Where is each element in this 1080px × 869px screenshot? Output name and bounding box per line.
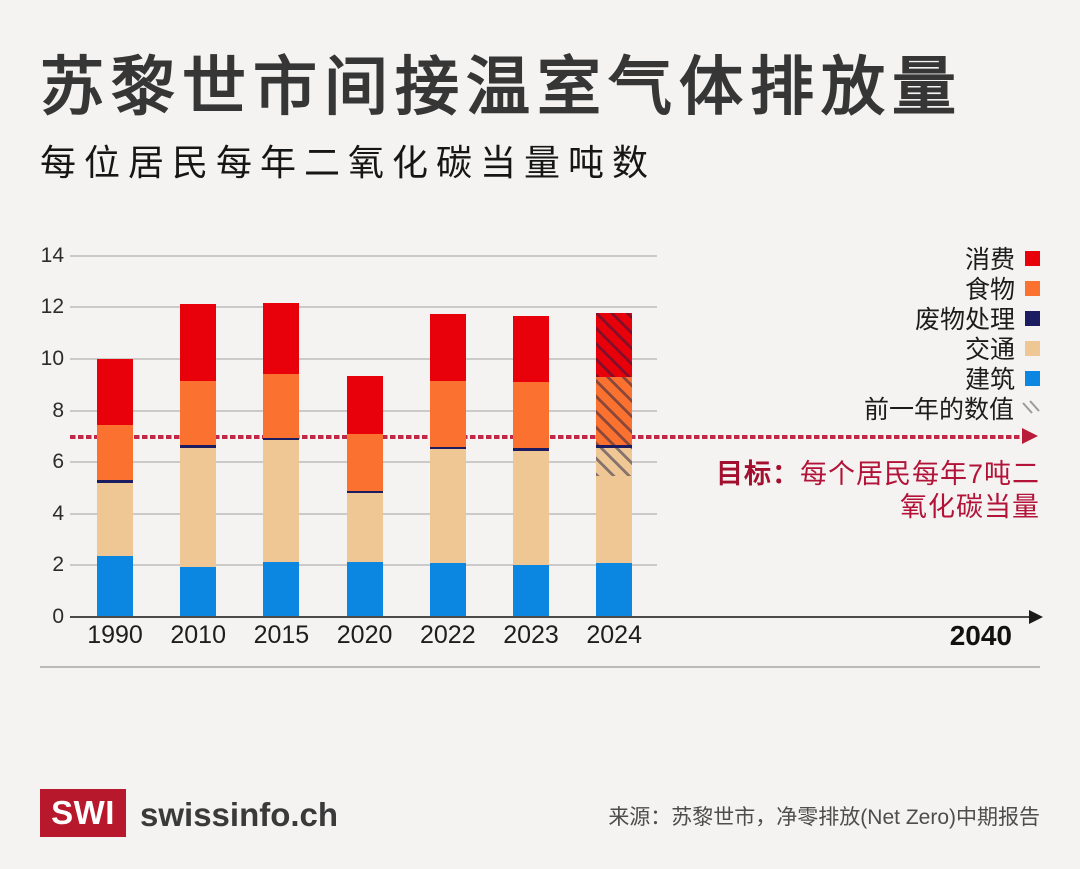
segment-food (429, 380, 466, 447)
swi-logo-text: SWI (51, 794, 115, 831)
legend-item-consumption: 消费 (964, 243, 1040, 274)
y-tick-0: 0 (52, 605, 64, 628)
legend-swatch-waste (1025, 310, 1040, 326)
segment-waste (97, 480, 133, 483)
x-axis-arrow-icon (1029, 610, 1043, 624)
segment-consumption (346, 375, 383, 434)
segment-food (97, 424, 133, 481)
segment-waste (596, 445, 633, 449)
segment-food (180, 380, 217, 446)
y-tick-8: 8 (52, 398, 64, 422)
x-label-2023: 2023 (503, 621, 559, 649)
segment-waste (513, 448, 549, 451)
segment-buildings (596, 562, 633, 617)
segment-buildings (429, 562, 466, 617)
segment-buildings (346, 561, 383, 617)
segment-buildings (263, 561, 300, 617)
segment-waste (180, 445, 217, 449)
legend-label: 食物 (964, 276, 1015, 304)
bar-2024 (596, 312, 633, 617)
y-tick-4: 4 (52, 501, 64, 525)
segment-transport-prev-year (596, 448, 633, 477)
target-note-line2: 氧化碳当量 (900, 492, 1040, 522)
gridline-10 (70, 358, 657, 360)
segment-food (263, 374, 300, 438)
page-subtitle: 每位居民每年二氧化碳当量吨数 (40, 142, 657, 183)
legend-item-waste: 废物处理 (914, 303, 1040, 334)
legend-swatch-transport (1025, 340, 1040, 356)
legend-label: 消费 (964, 246, 1015, 274)
segment-transport (346, 493, 383, 562)
bar-2020 (346, 375, 383, 617)
y-tick-10: 10 (40, 347, 64, 370)
target-note: 目标：每个居民每年7吨二 氧化碳当量 (716, 458, 1040, 524)
x-label-2022: 2022 (419, 621, 476, 649)
legend-label: 交通 (964, 336, 1015, 364)
footer-separator (40, 666, 1040, 668)
segment-waste (263, 437, 300, 441)
segment-buildings (180, 566, 217, 617)
segment-waste (429, 446, 466, 450)
source-note: 来源：苏黎世市，净零排放(Net Zero)中期报告 (608, 806, 1040, 829)
y-tick-12: 12 (40, 295, 64, 319)
legend-item-buildings: 建筑 (964, 363, 1040, 394)
target-line-arrow-icon (1022, 428, 1038, 444)
x-label-2024: 2024 (586, 621, 642, 649)
segment-transport (263, 440, 300, 562)
y-tick-14: 14 (40, 243, 64, 267)
segment-consumption (263, 303, 300, 375)
bar-2015 (263, 303, 300, 617)
segment-transport (97, 482, 133, 557)
legend-item-transport: 交通 (964, 333, 1040, 364)
bar-2023 (513, 316, 549, 617)
brand-name: swissinfo.ch (140, 796, 339, 833)
legend-item-prev_year_hatch: 前一年的数值 (863, 393, 1040, 424)
x-label-1990: 1990 (87, 621, 143, 649)
legend-swatch-food (1025, 280, 1040, 296)
y-tick-2: 2 (52, 553, 64, 577)
y-tick-6: 6 (52, 450, 64, 474)
segment-consumption (97, 359, 133, 425)
page-title: 苏黎世市间接温室气体排放量 (40, 51, 963, 123)
target-note-line1: 目标：每个居民每年7吨二 (715, 459, 1040, 489)
legend-swatch-buildings (1025, 370, 1040, 386)
gridline-14 (70, 254, 657, 257)
target-note-label: 目标： (715, 459, 800, 489)
bar-2010 (180, 303, 217, 617)
x-label-2040: 2040 (949, 620, 1012, 651)
segment-food (346, 433, 383, 491)
segment-waste (346, 490, 383, 494)
segment-consumption (180, 303, 217, 381)
segment-consumption (513, 316, 549, 383)
segment-buildings (513, 565, 549, 617)
x-axis-line (70, 616, 1030, 618)
segment-food-prev-year (596, 377, 633, 446)
segment-transport (513, 450, 549, 566)
chart-legend: 消费 食物 废物处理 交通 建筑 前一年的数值 (863, 243, 1040, 424)
bar-1990 (97, 359, 133, 617)
segment-consumption-prev-year (596, 312, 633, 378)
gridline-12 (70, 306, 657, 309)
x-label-2020: 2020 (336, 621, 393, 649)
segment-transport (180, 448, 217, 567)
segment-buildings (97, 556, 133, 617)
segment-consumption (429, 313, 466, 381)
segment-transport (429, 449, 466, 563)
hatch-pattern-icon (1022, 400, 1040, 414)
x-label-2010: 2010 (170, 621, 226, 649)
legend-label: 建筑 (964, 366, 1015, 394)
segment-transport (596, 476, 633, 563)
bar-2022 (429, 313, 466, 617)
segment-food (513, 382, 549, 449)
legend-swatch-consumption (1025, 250, 1040, 266)
legend-label: 前一年的数值 (863, 396, 1014, 424)
legend-label: 废物处理 (914, 306, 1015, 334)
legend-item-food: 食物 (964, 273, 1040, 304)
x-label-2015: 2015 (253, 621, 310, 649)
swi-logo: SWI (40, 789, 126, 837)
